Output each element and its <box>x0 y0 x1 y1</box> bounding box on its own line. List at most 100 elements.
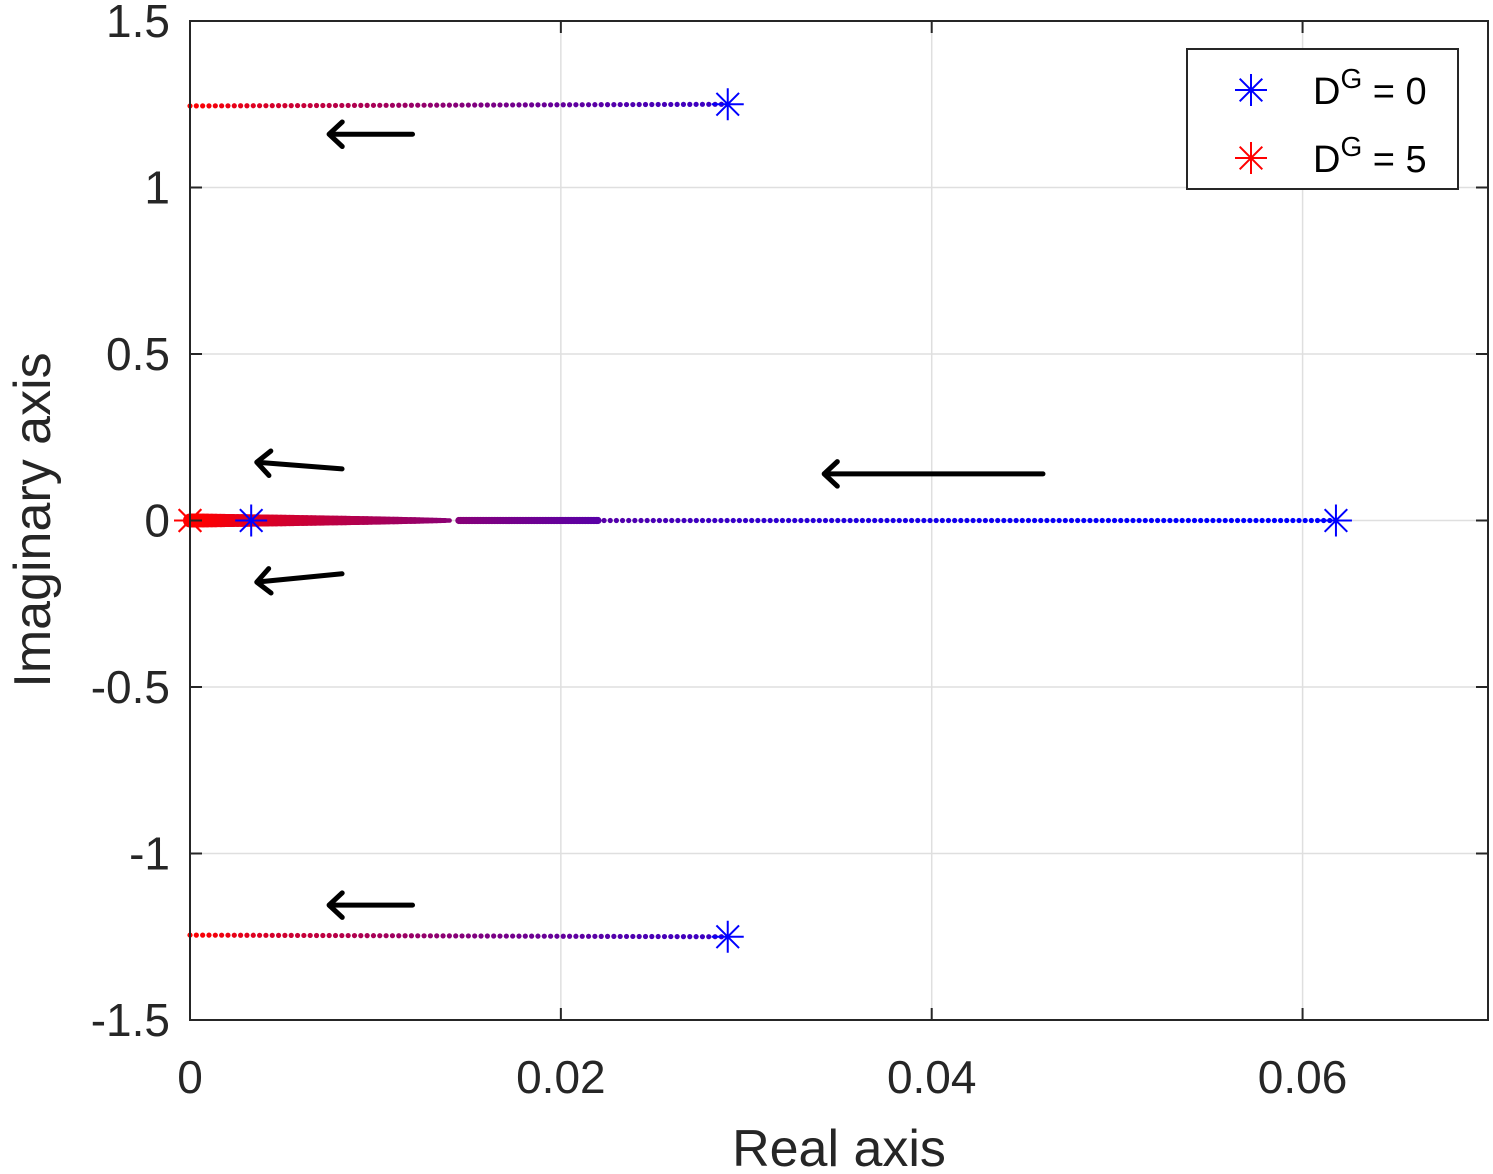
locus-dot <box>453 933 459 939</box>
legend-marker-1 <box>1235 142 1267 174</box>
locus-dot <box>712 517 718 524</box>
locus-dot <box>872 517 878 524</box>
locus-dot <box>377 102 383 108</box>
locus-dot <box>687 101 693 107</box>
locus-dot <box>421 933 427 939</box>
locus-dot <box>212 932 218 938</box>
locus-dot <box>853 517 859 524</box>
locus-dot <box>200 932 206 938</box>
locus-dot <box>212 103 218 109</box>
locus-dot <box>623 101 630 108</box>
locus-dot <box>566 933 573 939</box>
locus-dot <box>630 101 636 108</box>
locus-dot <box>1001 517 1007 524</box>
locus-dot <box>804 517 810 524</box>
locus-dot <box>244 103 250 109</box>
locus-dot <box>680 934 687 940</box>
locus-dot <box>440 102 446 108</box>
locus-dot <box>402 933 408 939</box>
locus-dot <box>389 102 396 108</box>
locus-dot <box>206 932 212 938</box>
locus-dot <box>1038 517 1044 524</box>
locus-dot <box>779 517 786 524</box>
locus-dot <box>613 517 619 524</box>
locus-dot <box>890 517 896 524</box>
locus-dot <box>351 932 358 939</box>
locus-dot <box>440 933 446 939</box>
locus-dot <box>510 102 516 108</box>
locus-dot <box>1031 517 1038 524</box>
locus-dot <box>364 933 370 939</box>
locus-dot <box>301 102 307 109</box>
locus-dot <box>706 101 712 107</box>
locus-dot <box>649 933 655 940</box>
locus-dot <box>402 102 408 108</box>
locus-dot <box>655 101 661 108</box>
locus-dot <box>644 517 650 524</box>
locus-dot <box>238 103 244 109</box>
locus-dot <box>548 102 554 108</box>
locus-dot <box>282 932 288 938</box>
locus-dot <box>250 932 256 938</box>
locus-dot <box>1167 517 1173 524</box>
locus-dot <box>529 102 535 108</box>
locus-dot <box>250 103 256 109</box>
locus-dot <box>1124 517 1130 524</box>
locus-dot <box>1314 517 1321 524</box>
locus-dot <box>1068 517 1075 524</box>
locus-dot <box>364 102 370 108</box>
locus-dot <box>1142 517 1148 524</box>
y-tick-label: 0.5 <box>106 328 170 380</box>
locus-dot <box>1265 517 1271 524</box>
locus-dot <box>642 101 649 108</box>
locus-dot <box>541 102 547 108</box>
locus-dot <box>706 934 712 940</box>
locus-dot <box>408 933 415 939</box>
locus-dot <box>1062 517 1068 524</box>
locus-dot <box>680 101 687 107</box>
locus-dot <box>841 517 847 524</box>
locus-dot <box>661 101 668 108</box>
locus-dot <box>604 102 611 108</box>
locus-dot <box>1081 517 1087 524</box>
locus-dot <box>332 932 339 939</box>
locus-dot <box>200 103 206 109</box>
locus-dot <box>636 933 642 940</box>
locus-dot <box>288 932 294 938</box>
locus-dot <box>1025 517 1032 524</box>
locus-dot <box>632 517 638 524</box>
locus-dot <box>421 102 427 108</box>
locus-dot <box>674 101 680 108</box>
y-axis-label: Imaginary axis <box>4 352 62 687</box>
pole-marker-s0-p2 <box>1319 504 1352 537</box>
locus-dot <box>822 517 829 524</box>
locus-dot <box>573 933 579 939</box>
locus-dot <box>339 102 345 109</box>
locus-dot <box>699 101 706 107</box>
locus-dot <box>792 517 798 524</box>
arrow-annotation-2 <box>821 459 1046 489</box>
locus-dot <box>307 932 313 939</box>
locus-dot <box>193 103 199 109</box>
locus-dot <box>396 102 402 108</box>
locus-dot <box>681 517 687 524</box>
locus-dot <box>522 933 528 939</box>
locus-dot <box>601 517 607 524</box>
locus-dot <box>427 933 434 939</box>
locus-dot <box>263 932 269 938</box>
locus-dot <box>1185 517 1191 524</box>
locus-dot <box>288 103 294 109</box>
x-axis-label: Real axis <box>732 1120 946 1174</box>
locus-dot <box>927 517 933 524</box>
locus-dot <box>244 932 250 938</box>
locus-dot <box>662 517 669 524</box>
locus-dot <box>465 933 471 939</box>
locus-dot <box>649 101 655 108</box>
locus-dot <box>294 932 301 939</box>
locus-dot <box>345 932 351 939</box>
locus-dot <box>607 517 613 524</box>
locus-dot <box>699 517 706 524</box>
locus-dot <box>585 102 592 108</box>
locus-dot <box>560 933 566 939</box>
locus-dot <box>269 932 275 938</box>
